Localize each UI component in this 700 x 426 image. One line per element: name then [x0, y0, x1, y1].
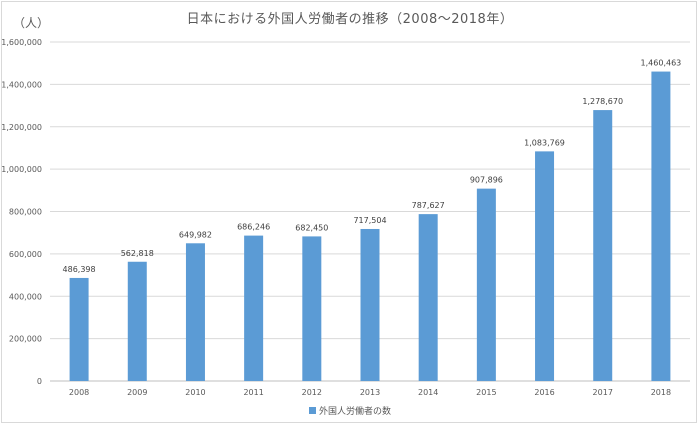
bar: [535, 151, 555, 381]
y-tick-label: 1,600,000: [1, 38, 42, 47]
bar: [127, 261, 147, 381]
x-tick-label: 2010: [185, 388, 205, 397]
data-label: 787,627: [412, 201, 445, 210]
y-tick-label: 0: [37, 377, 42, 386]
legend: 外国人労働者の数: [0, 404, 700, 417]
bar: [476, 188, 496, 381]
data-label: 682,450: [295, 223, 328, 232]
x-tick-label: 2012: [302, 388, 322, 397]
data-label: 1,460,463: [641, 59, 682, 68]
legend-label: 外国人労働者の数: [318, 407, 391, 417]
y-tick-label: 200,000: [9, 335, 42, 344]
y-tick-label: 1,400,000: [1, 80, 42, 89]
data-label: 686,246: [237, 223, 270, 232]
bar: [244, 235, 264, 381]
chart-title: 日本における外国人労働者の推移（2008〜2018年）: [186, 12, 514, 27]
y-tick-label: 800,000: [9, 208, 42, 217]
x-tick-label: 2017: [593, 388, 613, 397]
y-axis-unit-label: （人）: [13, 16, 50, 30]
bar: [185, 243, 205, 381]
bar: [651, 71, 671, 382]
x-tick-label: 2018: [651, 388, 671, 397]
y-tick-label: 1,200,000: [1, 123, 42, 132]
bar: [418, 214, 438, 381]
bar: [593, 110, 613, 382]
data-label: 1,083,769: [524, 138, 565, 147]
data-label: 907,896: [470, 176, 503, 185]
x-tick-label: 2009: [127, 388, 147, 397]
bar: [360, 228, 380, 381]
y-tick-label: 400,000: [9, 292, 42, 301]
x-tick-label: 2011: [243, 388, 263, 397]
bar: [302, 236, 322, 381]
x-tick-label: 2014: [418, 388, 438, 397]
y-tick-label: 600,000: [9, 250, 42, 259]
data-label: 717,504: [353, 216, 386, 225]
y-tick-label: 1,000,000: [1, 165, 42, 174]
data-label: 1,278,670: [582, 97, 623, 106]
data-label: 562,818: [121, 249, 154, 258]
data-label: 486,398: [63, 265, 96, 274]
x-tick-label: 2008: [69, 388, 89, 397]
x-tick-label: 2016: [534, 388, 554, 397]
legend-swatch: [308, 407, 316, 414]
x-tick-label: 2013: [360, 388, 380, 397]
x-tick-label: 2015: [476, 388, 496, 397]
data-label: 649,982: [179, 230, 212, 239]
bar: [69, 277, 89, 381]
